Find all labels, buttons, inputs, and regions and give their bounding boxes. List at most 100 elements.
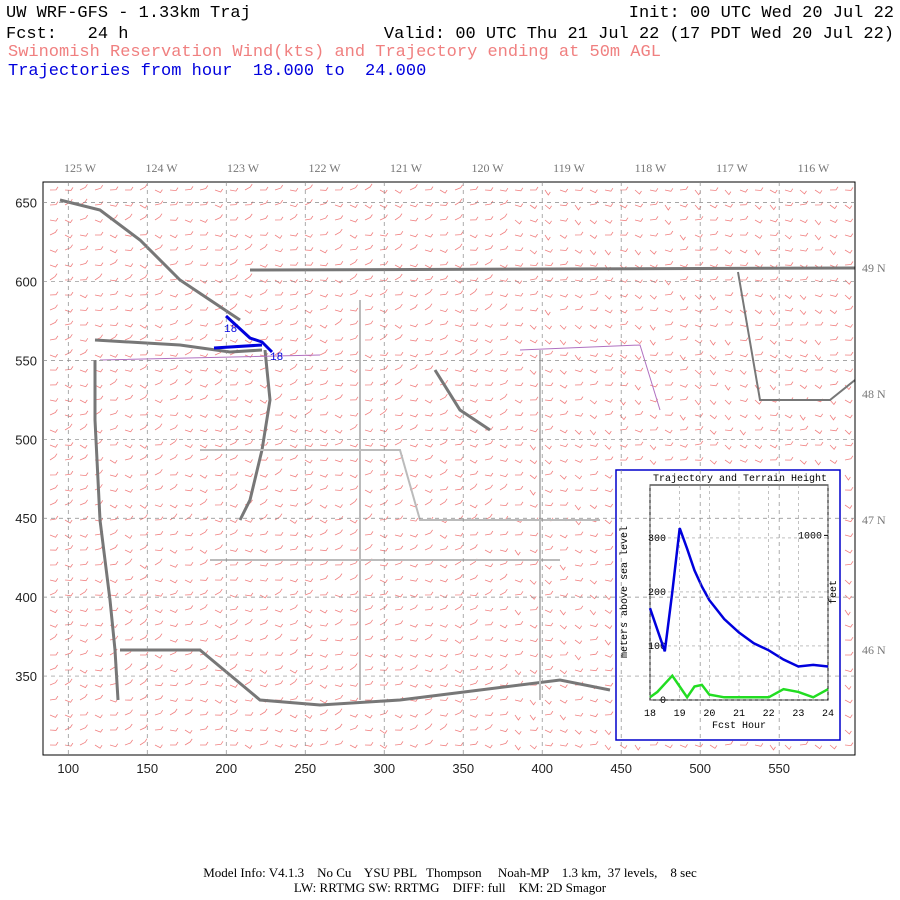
wind-barb: [574, 668, 584, 673]
wind-barb: [244, 260, 254, 266]
wind-barb: [409, 683, 418, 688]
wind-barb: [274, 184, 284, 191]
wind-barb: [499, 695, 509, 701]
wind-barb: [304, 397, 314, 401]
wind-barb: [484, 694, 494, 701]
wind-barb: [409, 637, 419, 642]
wind-barb: [424, 668, 434, 673]
wind-barb: [154, 368, 164, 373]
wind-barb: [94, 368, 104, 373]
wind-barb: [349, 382, 359, 386]
wind-barb: [484, 339, 493, 344]
wind-barb: [454, 683, 464, 688]
wind-barb: [379, 579, 388, 584]
wind-barb: [154, 633, 163, 641]
wind-barb: [154, 289, 164, 296]
wind-barb: [214, 369, 223, 374]
wind-barb: [379, 562, 389, 567]
wind-barb: [214, 428, 224, 432]
wind-barb: [229, 425, 239, 431]
wind-barb: [199, 394, 208, 401]
wind-barb: [589, 470, 599, 476]
wind-barb: [394, 575, 404, 581]
wind-barb: [844, 204, 853, 210]
wind-barb: [109, 259, 118, 266]
wind-barb: [289, 213, 298, 221]
wind-barb: [514, 233, 524, 237]
wind-barb: [289, 232, 299, 237]
wind-barb: [139, 664, 148, 671]
wind-barb: [154, 379, 163, 386]
wind-barb: [319, 575, 329, 581]
wind-barb: [79, 739, 88, 746]
wind-barb: [349, 713, 358, 718]
wind-barb: [94, 728, 103, 733]
wind-barb: [334, 740, 344, 746]
wind-barb: [64, 678, 73, 686]
wind-barb: [814, 744, 823, 750]
y-tick-label: 300: [648, 534, 666, 545]
wind-barb: [334, 573, 343, 581]
wind-barb: [289, 396, 299, 401]
wind-barb: [394, 680, 404, 686]
wind-barb: [334, 394, 343, 401]
wind-barb: [574, 187, 584, 191]
wind-barb: [139, 514, 148, 521]
wind-barb: [394, 545, 404, 551]
wind-barb: [274, 560, 284, 566]
wind-barb: [469, 604, 479, 611]
wind-barb: [199, 428, 209, 433]
wind-barb: [484, 258, 493, 266]
wind-barb: [634, 428, 643, 433]
wind-barb: [649, 426, 659, 431]
wind-barb: [184, 487, 194, 492]
wind-barb: [454, 338, 463, 343]
wind-barb: [754, 293, 764, 298]
wind-barb: [604, 219, 613, 224]
wind-barb: [379, 428, 389, 433]
wind-barb: [94, 395, 104, 401]
wind-barb: [544, 654, 553, 659]
wind-barb: [214, 472, 224, 477]
wind-barb: [484, 530, 494, 536]
wind-barb: [124, 273, 133, 281]
wind-barb: [769, 427, 779, 432]
wind-barb: [514, 306, 524, 311]
wind-barb: [289, 363, 298, 371]
wind-barb: [634, 354, 642, 361]
wind-barb: [679, 456, 689, 461]
wind-barb: [274, 503, 284, 508]
wind-barb: [439, 712, 449, 717]
wind-barb: [64, 499, 73, 506]
wind-barb: [289, 619, 299, 626]
wind-barb: [229, 529, 238, 536]
wind-barb: [769, 309, 776, 316]
wind-barb: [559, 202, 569, 207]
wind-barb: [424, 288, 433, 296]
wind-barb: [244, 183, 253, 191]
wind-barb: [529, 339, 538, 344]
wind-barb: [184, 473, 194, 478]
wind-barb: [589, 636, 599, 641]
wind-barb: [199, 185, 209, 191]
wind-barb: [484, 484, 493, 491]
wind-barb: [724, 384, 731, 391]
wind-barb: [499, 605, 509, 611]
wind-barb: [64, 649, 74, 656]
wind-barb: [49, 633, 58, 641]
wind-barb: [514, 591, 524, 596]
wind-barb: [409, 544, 418, 551]
wind-barb: [49, 335, 59, 341]
wind-barb: [709, 294, 717, 301]
wind-barb: [574, 562, 584, 567]
wind-barb: [529, 638, 539, 643]
wind-barb: [544, 234, 551, 241]
wind-barb: [364, 592, 374, 597]
wind-barb: [499, 728, 509, 733]
wind-barb: [394, 741, 404, 746]
wind-barb: [274, 680, 284, 686]
wind-barb: [619, 369, 627, 375]
wind-barb: [619, 309, 628, 314]
wind-barb: [589, 338, 599, 343]
wind-barb: [589, 533, 599, 537]
